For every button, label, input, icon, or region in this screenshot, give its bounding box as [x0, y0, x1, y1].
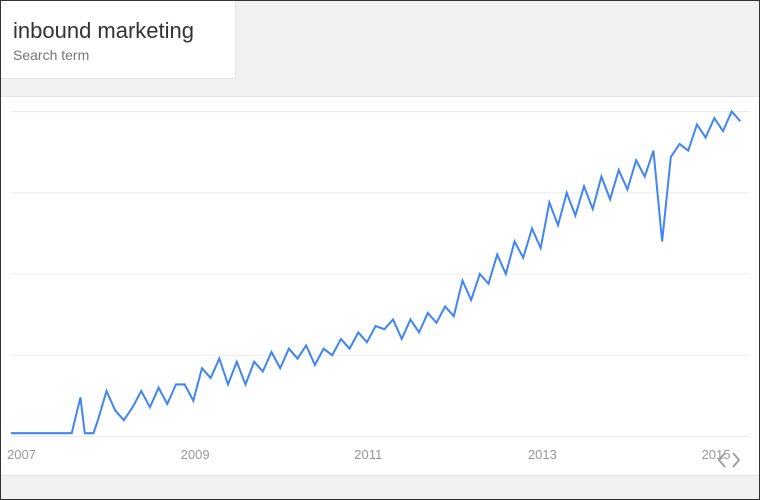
- search-term-subtitle: Search term: [13, 47, 221, 63]
- footer-band: [1, 475, 759, 499]
- x-axis-tick: 2007: [7, 447, 36, 462]
- embed-icon[interactable]: [717, 451, 741, 469]
- header-band: inbound marketing Search term: [1, 1, 759, 97]
- x-axis-tick: 2011: [354, 447, 382, 462]
- trend-line: [11, 112, 740, 434]
- trend-chart-svg: [11, 105, 749, 443]
- x-axis-tick: 2013: [528, 447, 557, 462]
- trend-chart: [11, 105, 749, 443]
- x-axis-tick: 2009: [181, 447, 210, 462]
- x-axis-labels: 20072009201120132015: [11, 445, 749, 465]
- trends-frame: inbound marketing Search term 2007 2009 20…: [0, 0, 760, 500]
- chart-gridlines: [11, 112, 749, 437]
- search-term-card[interactable]: inbound marketing Search term: [1, 1, 236, 79]
- search-term-title: inbound marketing: [13, 19, 221, 43]
